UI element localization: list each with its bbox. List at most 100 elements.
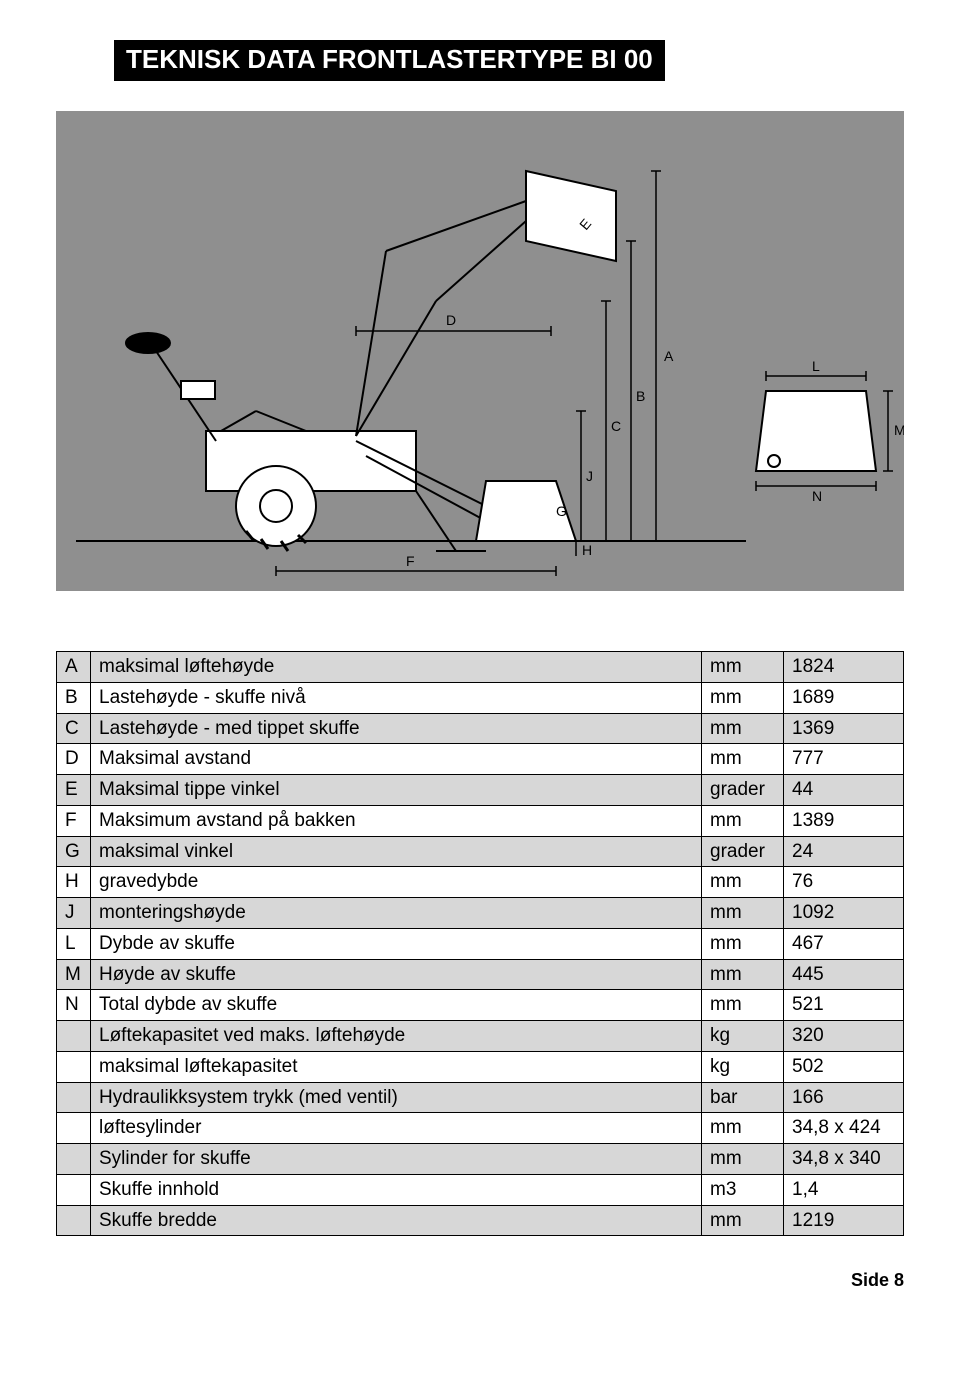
row-value: 320 (784, 1021, 904, 1052)
row-label: Maksimal avstand (91, 744, 702, 775)
table-row: Løftekapasitet ved maks. løftehøydekg320 (57, 1021, 904, 1052)
table-row: CLastehøyde - med tippet skuffemm1369 (57, 713, 904, 744)
row-label: Maksimum avstand på bakken (91, 805, 702, 836)
row-unit: kg (702, 1051, 784, 1082)
row-unit: mm (702, 682, 784, 713)
row-value: 166 (784, 1082, 904, 1113)
row-unit: mm (702, 805, 784, 836)
row-label: gravedybde (91, 867, 702, 898)
row-unit: mm (702, 744, 784, 775)
row-value: 445 (784, 959, 904, 990)
row-value: 502 (784, 1051, 904, 1082)
table-row: Sylinder for skuffemm34,8 x 340 (57, 1144, 904, 1175)
row-value: 1369 (784, 713, 904, 744)
row-label: Høyde av skuffe (91, 959, 702, 990)
row-unit: mm (702, 1205, 784, 1236)
row-letter (57, 1051, 91, 1082)
table-row: FMaksimum avstand på bakkenmm1389 (57, 805, 904, 836)
row-letter: L (57, 928, 91, 959)
row-letter: N (57, 990, 91, 1021)
row-letter: H (57, 867, 91, 898)
row-label: Total dybde av skuffe (91, 990, 702, 1021)
table-row: NTotal dybde av skuffemm521 (57, 990, 904, 1021)
svg-text:L: L (812, 358, 820, 374)
row-label: monteringshøyde (91, 898, 702, 929)
row-label: Dybde av skuffe (91, 928, 702, 959)
row-letter (57, 1082, 91, 1113)
page-number: Side 8 (56, 1270, 904, 1291)
row-unit: m3 (702, 1174, 784, 1205)
row-label: Maksimal tippe vinkel (91, 775, 702, 806)
row-value: 467 (784, 928, 904, 959)
svg-text:G: G (556, 503, 567, 519)
table-row: LDybde av skuffemm467 (57, 928, 904, 959)
row-label: maksimal vinkel (91, 836, 702, 867)
row-letter: D (57, 744, 91, 775)
row-letter (57, 1144, 91, 1175)
table-row: Skuffe breddemm1219 (57, 1205, 904, 1236)
row-letter: E (57, 775, 91, 806)
svg-text:J: J (586, 468, 593, 484)
svg-text:C: C (611, 418, 621, 434)
row-letter: G (57, 836, 91, 867)
row-letter: J (57, 898, 91, 929)
row-unit: mm (702, 867, 784, 898)
table-row: MHøyde av skuffemm445 (57, 959, 904, 990)
row-value: 34,8 x 424 (784, 1113, 904, 1144)
row-unit: mm (702, 990, 784, 1021)
row-value: 1824 (784, 652, 904, 683)
row-label: Skuffe bredde (91, 1205, 702, 1236)
row-unit: mm (702, 928, 784, 959)
svg-text:F: F (406, 553, 415, 569)
table-row: løftesylindermm34,8 x 424 (57, 1113, 904, 1144)
row-label: løftesylinder (91, 1113, 702, 1144)
table-row: DMaksimal avstandmm777 (57, 744, 904, 775)
row-label: Lastehøyde - skuffe nivå (91, 682, 702, 713)
svg-text:H: H (582, 542, 592, 558)
table-row: Amaksimal løftehøydemm1824 (57, 652, 904, 683)
row-value: 1689 (784, 682, 904, 713)
row-value: 521 (784, 990, 904, 1021)
row-letter: M (57, 959, 91, 990)
row-value: 34,8 x 340 (784, 1144, 904, 1175)
row-letter (57, 1021, 91, 1052)
svg-text:N: N (812, 488, 822, 504)
page-title: TEKNISK DATA FRONTLASTERTYPE BI 00 (114, 40, 665, 81)
row-value: 1092 (784, 898, 904, 929)
row-value: 1389 (784, 805, 904, 836)
row-label: maksimal løftehøyde (91, 652, 702, 683)
row-label: Sylinder for skuffe (91, 1144, 702, 1175)
row-value: 1,4 (784, 1174, 904, 1205)
row-unit: bar (702, 1082, 784, 1113)
row-value: 24 (784, 836, 904, 867)
row-unit: kg (702, 1021, 784, 1052)
row-value: 76 (784, 867, 904, 898)
row-label: Skuffe innhold (91, 1174, 702, 1205)
row-label: maksimal løftekapasitet (91, 1051, 702, 1082)
table-row: Hydraulikksystem trykk (med ventil)bar16… (57, 1082, 904, 1113)
row-unit: grader (702, 836, 784, 867)
table-row: Jmonteringshøydemm1092 (57, 898, 904, 929)
spec-table: Amaksimal løftehøydemm1824BLastehøyde - … (56, 651, 904, 1236)
svg-text:B: B (636, 388, 645, 404)
row-unit: mm (702, 1144, 784, 1175)
row-unit: grader (702, 775, 784, 806)
row-letter: B (57, 682, 91, 713)
row-letter (57, 1174, 91, 1205)
row-value: 1219 (784, 1205, 904, 1236)
technical-diagram: A B C J D E (56, 111, 904, 591)
row-value: 44 (784, 775, 904, 806)
table-row: EMaksimal tippe vinkelgrader44 (57, 775, 904, 806)
row-unit: mm (702, 652, 784, 683)
table-row: Gmaksimal vinkelgrader24 (57, 836, 904, 867)
row-unit: mm (702, 1113, 784, 1144)
row-unit: mm (702, 713, 784, 744)
svg-text:D: D (446, 312, 456, 328)
row-letter: A (57, 652, 91, 683)
table-row: Hgravedybdemm76 (57, 867, 904, 898)
row-letter: C (57, 713, 91, 744)
row-unit: mm (702, 959, 784, 990)
row-unit: mm (702, 898, 784, 929)
row-label: Løftekapasitet ved maks. løftehøyde (91, 1021, 702, 1052)
row-value: 777 (784, 744, 904, 775)
